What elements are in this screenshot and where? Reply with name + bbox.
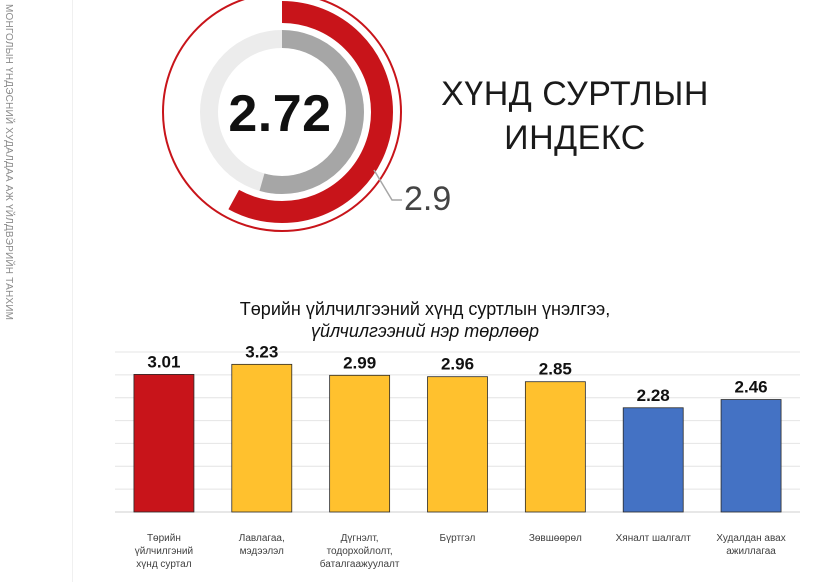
category-label-6: Хяналт шалгалт [604,532,702,545]
index-title-line-2: ИНДЕКС [504,119,646,157]
bar-value-label-1: 3.01 [147,352,180,371]
category-label-line: ажиллагаа [726,546,776,557]
category-label-2: Лавлагаа, мэдээлэл [213,532,311,558]
category-label-line: баталгаажуулалт [319,559,400,570]
gauge-value-arc [200,30,364,194]
category-label-line: Худалдан авах [716,533,786,544]
index-reference-value: 2.9 [404,180,452,218]
category-label-line: Дүгнэлт, [340,533,379,544]
category-label-line: Хяналт шалгалт [615,533,691,544]
category-label-7: Худалдан авах ажиллагаа [702,532,800,558]
gauge-leader-line [373,169,402,201]
category-label-3: Дүгнэлт, тодорхойлолт, баталгаажуулалт [311,532,409,571]
bar-3 [329,374,391,513]
sidebar-organization-text: МОНГОЛЫН ҮНДЭСНИЙ ХУДАЛДАА АЖ ҮЙЛДВЭРИЙН… [3,4,14,321]
category-label-5: Зөвшөөрөл [506,532,604,545]
bar-4 [427,376,488,513]
category-label-line: мэдээлэл [239,546,284,557]
chart-subtitle: үйлчилгээний нэр төрлөөр [310,321,540,341]
bar-value-label-3: 2.99 [343,353,376,372]
index-title-line-1: ХҮНД СУРТЛЫН [441,75,709,113]
bar-7 [720,399,782,513]
category-label-line: хүнд суртал [136,559,192,570]
category-label-line: Төрийн [146,533,181,544]
bar-6 [622,407,684,513]
gauge-reference-ring [162,0,402,232]
category-label-line: Зөвшөөрөл [528,533,582,544]
category-label-4: Бүртгэл [409,532,507,545]
bar-value-label-6: 2.28 [637,386,670,405]
category-label-line: Бүртгэл [439,533,476,544]
category-label-line: үйлчилгэний [134,546,194,557]
category-label-1: Төрийн үйлчилгэний хүнд суртал [115,532,213,571]
bar-value-label-7: 2.46 [735,378,768,397]
bar-5 [524,381,586,513]
bar-1 [133,373,195,513]
index-value: 2.72 [228,85,332,143]
bar-value-label-2: 3.23 [245,342,278,361]
category-label-line: тодорхойлолт, [326,546,393,557]
category-label-line: Лавлагаа, [238,533,285,544]
index-title: ХҮНД СУРТЛЫН ИНДЕКС [430,72,720,160]
bar-value-label-4: 2.96 [441,355,474,374]
sidebar: МОНГОЛЫН ҮНДЭСНИЙ ХУДАЛДАА АЖ ҮЙЛДВЭРИЙН… [0,0,73,582]
bar-value-label-5: 2.85 [539,360,572,379]
bar-2 [231,363,293,513]
gauge-reference-arc [171,1,393,223]
chart-title: Төрийн үйлчилгээний хүнд суртлын үнэлгээ… [239,299,611,319]
